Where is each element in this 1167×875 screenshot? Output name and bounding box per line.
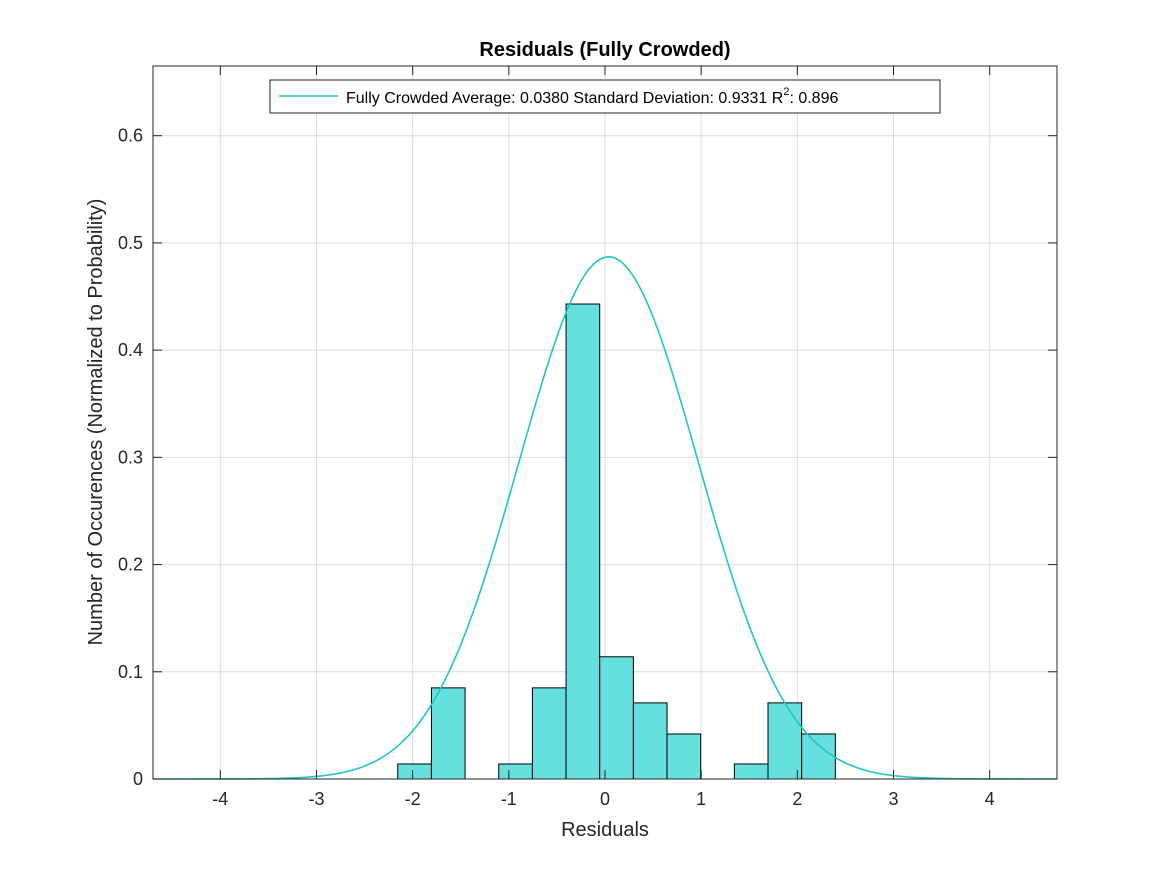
histogram-bar	[767, 702, 803, 780]
x-tick-label: 3	[889, 789, 899, 809]
y-tick-label: 0.3	[118, 447, 143, 467]
histogram-bar	[599, 656, 634, 780]
histogram-bar	[565, 303, 601, 780]
x-tick-label: 2	[792, 789, 802, 809]
y-tick-label: 0.1	[118, 662, 143, 682]
histogram-bar	[632, 702, 668, 780]
x-tick-label: 0	[600, 789, 610, 809]
histogram-bar	[666, 733, 702, 780]
legend-text-tail: : 0.896	[789, 90, 838, 107]
x-tick-label: -3	[308, 789, 324, 809]
legend-entry: Fully Crowded Average: 0.0380 Standard D…	[346, 86, 838, 107]
y-axis-label: Number of Occurences (Normalized to Prob…	[85, 199, 107, 646]
y-tick-label: 0.4	[118, 340, 143, 360]
y-tick-label: 0	[133, 769, 143, 789]
x-tick-label: 1	[696, 789, 706, 809]
legend-text-main: Fully Crowded Average: 0.0380 Standard D…	[346, 90, 783, 107]
legend-superscript: 2	[783, 86, 789, 98]
histogram-bars	[397, 303, 836, 780]
tick-labels: -4 -3 -2 -1 0 1 2 3 4 0 0.1 0.2 0.3 0.4 0.5 0.6	[118, 126, 995, 809]
histogram-bar	[498, 763, 533, 780]
histogram-bar	[430, 687, 466, 780]
x-axis-label: Residuals	[561, 819, 649, 841]
y-tick-label: 0.2	[118, 555, 143, 575]
x-tick-label: -4	[212, 789, 228, 809]
y-tick-label: 0.6	[118, 126, 143, 146]
histogram-bar	[397, 763, 432, 780]
legend: Fully Crowded Average: 0.0380 Standard D…	[269, 79, 941, 114]
fit-curve-line	[153, 256, 1057, 780]
fit-curve-group	[153, 256, 1057, 780]
x-tick-label: -2	[405, 789, 421, 809]
histogram-bar	[733, 763, 769, 780]
y-tick-label: 0.5	[118, 233, 143, 253]
legend-box	[269, 79, 941, 114]
histogram-bar	[531, 687, 567, 780]
histogram-bar	[801, 733, 836, 780]
x-tick-label: -1	[501, 789, 517, 809]
x-tick-label: 4	[985, 789, 995, 809]
chart-title: Residuals (Fully Crowded)	[479, 39, 730, 61]
axis-ticks	[153, 66, 1057, 780]
